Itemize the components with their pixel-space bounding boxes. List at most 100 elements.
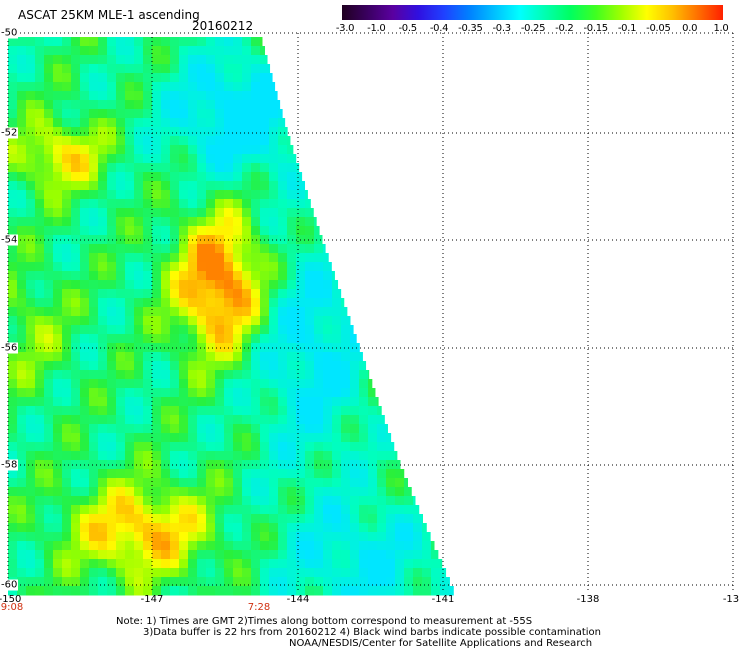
field-cell — [62, 586, 72, 596]
field-cell — [134, 586, 144, 596]
field-cell — [35, 460, 45, 470]
field-cell — [98, 487, 108, 497]
field-cell — [314, 316, 324, 326]
field-cell — [17, 163, 27, 173]
field-cell — [8, 478, 18, 488]
field-cell — [89, 73, 99, 83]
field-cell — [188, 469, 198, 479]
field-cell — [395, 550, 405, 560]
field-cell — [80, 514, 90, 524]
field-cell — [116, 100, 126, 110]
field-cell — [89, 262, 99, 272]
field-cell — [350, 532, 360, 542]
field-cell — [161, 379, 171, 389]
field-cell — [206, 280, 216, 290]
field-cell — [98, 406, 108, 416]
field-cell — [161, 244, 171, 254]
field-cell — [314, 379, 324, 389]
field-cell — [98, 523, 108, 533]
field-cell — [116, 307, 126, 317]
field-cell — [17, 298, 27, 308]
field-cell — [314, 559, 324, 569]
field-cell — [116, 442, 126, 452]
field-cell — [71, 478, 81, 488]
field-cell — [260, 280, 270, 290]
field-cell — [269, 568, 279, 578]
field-cell — [260, 451, 270, 461]
field-cell — [53, 469, 63, 479]
field-cell — [125, 559, 135, 569]
field-cell — [350, 442, 360, 452]
field-cell — [107, 451, 117, 461]
field-cell — [242, 397, 252, 407]
field-cell — [143, 235, 153, 245]
field-cell — [341, 379, 351, 389]
field-cell — [152, 532, 162, 542]
field-cell — [386, 568, 396, 578]
field-cell — [278, 271, 288, 281]
field-cell — [377, 523, 387, 533]
field-cell — [116, 424, 126, 434]
field-cell — [125, 280, 135, 290]
field-cell — [125, 55, 135, 65]
field-cell — [80, 163, 90, 173]
field-cell — [107, 523, 117, 533]
field-cell — [197, 424, 207, 434]
field-cell — [179, 118, 189, 128]
field-cell — [332, 361, 342, 371]
field-cell — [197, 181, 207, 191]
field-cell — [260, 298, 270, 308]
field-cell — [26, 163, 36, 173]
field-cell — [278, 325, 288, 335]
field-cell — [260, 415, 270, 425]
field-cell — [323, 307, 333, 317]
field-cell — [314, 298, 324, 308]
field-cell — [368, 388, 376, 398]
field-cell — [8, 550, 18, 560]
field-cell — [269, 253, 279, 263]
field-cell — [107, 478, 117, 488]
field-cell — [89, 217, 99, 227]
field-cell — [107, 586, 117, 596]
field-cell — [314, 406, 324, 416]
field-cell — [26, 379, 36, 389]
field-cell — [215, 334, 225, 344]
field-cell — [251, 514, 261, 524]
field-cell — [170, 46, 180, 56]
field-cell — [62, 577, 72, 587]
field-cell — [287, 343, 297, 353]
field-cell — [386, 550, 396, 560]
field-cell — [134, 379, 144, 389]
field-cell — [224, 64, 234, 74]
field-cell — [359, 352, 363, 362]
field-cell — [305, 568, 315, 578]
field-cell — [368, 370, 370, 380]
field-cell — [170, 541, 180, 551]
field-cell — [89, 325, 99, 335]
field-cell — [179, 478, 189, 488]
field-cell — [215, 541, 225, 551]
field-cell — [386, 442, 395, 452]
field-cell — [44, 550, 54, 560]
field-cell — [44, 451, 54, 461]
field-cell — [251, 433, 261, 443]
field-cell — [206, 460, 216, 470]
field-cell — [161, 73, 171, 83]
field-cell — [251, 208, 261, 218]
field-cell — [44, 127, 54, 137]
field-cell — [62, 118, 72, 128]
field-cell — [287, 487, 297, 497]
field-cell — [260, 46, 266, 56]
field-cell — [278, 550, 288, 560]
field-cell — [53, 298, 63, 308]
field-cell — [260, 532, 270, 542]
field-cell — [305, 289, 315, 299]
field-cell — [71, 262, 81, 272]
field-cell — [206, 307, 216, 317]
field-cell — [53, 343, 63, 353]
field-cell — [98, 334, 108, 344]
field-cell — [341, 559, 351, 569]
field-cell — [152, 469, 162, 479]
field-cell — [170, 73, 180, 83]
